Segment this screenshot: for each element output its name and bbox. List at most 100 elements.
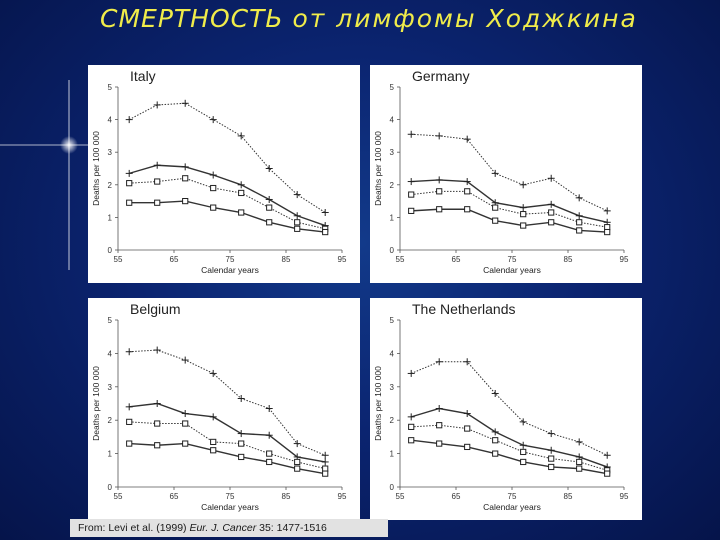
data-point-square	[154, 442, 161, 449]
source-suffix: 35: 1477-1516	[256, 522, 327, 534]
x-axis-label: Calendar years	[201, 265, 259, 275]
data-point-plus	[519, 418, 527, 426]
series-line	[411, 179, 608, 223]
y-axis-label: Deaths per 100 000	[373, 366, 383, 441]
data-point-square	[408, 437, 415, 444]
data-point-square	[294, 465, 301, 472]
data-point-square	[576, 227, 583, 234]
data-point-square	[576, 458, 583, 466]
data-point-square	[126, 440, 133, 447]
data-point-square	[604, 470, 611, 477]
data-point-square	[520, 211, 527, 218]
data-point-square	[210, 447, 217, 454]
data-point-square	[126, 180, 133, 187]
x-tick-label: 95	[620, 492, 629, 501]
y-tick-label: 1	[390, 213, 395, 222]
data-point-square	[492, 217, 499, 224]
data-point-plus	[209, 413, 217, 421]
data-point-square	[210, 204, 217, 211]
chart-title: The Netherlands	[412, 301, 516, 317]
data-point-plus	[547, 430, 555, 438]
x-tick-label: 65	[170, 255, 179, 264]
series-1	[407, 130, 611, 215]
series-3	[126, 175, 329, 232]
data-point-plus	[463, 135, 471, 143]
data-point-square	[464, 206, 471, 213]
series-line	[411, 208, 608, 233]
series-2	[407, 176, 611, 226]
y-tick-label: 2	[108, 416, 113, 425]
slide-title-part2: от лимфомы Ходжкина	[292, 4, 638, 33]
data-point-plus	[209, 116, 217, 124]
data-point-plus	[293, 191, 301, 199]
series-4	[126, 440, 329, 477]
y-tick-label: 4	[108, 349, 113, 358]
y-tick-label: 5	[108, 83, 113, 92]
data-point-plus	[153, 161, 161, 169]
series-line	[129, 349, 326, 456]
series-line	[129, 402, 326, 463]
slide-title-part1: СМЕРТНОСТЬ	[100, 4, 284, 33]
chart-panel-belgium: Belgium 0 1 2 3 4 5 55 65 75 85 95 Calendar years Dea…	[88, 298, 360, 520]
y-tick-label: 4	[108, 116, 113, 125]
data-point-square	[576, 465, 583, 472]
data-point-square	[126, 199, 133, 206]
data-point-plus	[435, 358, 443, 366]
y-tick-label: 5	[390, 83, 395, 92]
series-4	[408, 437, 611, 477]
data-point-square	[266, 458, 273, 466]
y-axis-label: Deaths per 100 000	[91, 366, 101, 441]
data-point-plus	[603, 451, 611, 459]
data-point-square	[436, 422, 443, 429]
data-point-plus	[407, 413, 415, 421]
data-point-plus	[237, 181, 245, 189]
data-point-square	[408, 207, 415, 214]
data-point-square	[548, 209, 555, 216]
slide-title: СМЕРТНОСТЬ от лимфомы Ходжкина	[100, 4, 700, 44]
data-point-plus	[407, 130, 415, 138]
data-point-square	[322, 465, 329, 472]
data-point-plus	[125, 169, 133, 177]
data-point-plus	[181, 410, 189, 418]
data-point-square	[238, 189, 245, 197]
data-point-plus	[237, 132, 245, 140]
chart-panel-netherlands: The Netherlands 0 1 2 3 4 5 55 65 75 85 95 Calendar …	[370, 298, 642, 520]
data-point-plus	[463, 178, 471, 186]
data-point-square	[436, 440, 443, 447]
data-point-square	[322, 228, 329, 236]
data-point-square	[238, 209, 245, 216]
y-tick-label: 0	[108, 483, 113, 492]
data-point-plus	[547, 174, 555, 182]
data-point-square	[294, 225, 301, 232]
data-point-plus	[125, 116, 133, 124]
data-point-square	[266, 204, 273, 211]
data-point-square	[548, 463, 555, 471]
data-point-plus	[209, 369, 217, 377]
series-line	[129, 421, 326, 470]
chart-title: Germany	[412, 68, 470, 84]
data-point-square	[520, 458, 527, 466]
data-point-plus	[237, 430, 245, 438]
data-point-square	[210, 184, 217, 192]
y-tick-label: 0	[390, 483, 395, 492]
y-tick-label: 2	[390, 181, 395, 190]
series-2	[125, 400, 329, 466]
data-point-plus	[491, 389, 499, 397]
series-1	[125, 99, 329, 217]
data-point-square	[154, 420, 161, 427]
data-point-square	[520, 222, 527, 229]
y-tick-label: 1	[390, 450, 395, 459]
data-point-square	[408, 191, 415, 198]
data-point-plus	[491, 428, 499, 436]
series-line	[129, 164, 326, 227]
data-point-plus	[265, 195, 273, 203]
data-point-plus	[519, 441, 527, 449]
data-point-plus	[575, 438, 583, 446]
chart-title: Belgium	[130, 301, 181, 317]
data-point-plus	[463, 410, 471, 418]
data-point-plus	[125, 403, 133, 411]
series-3	[408, 422, 611, 474]
x-tick-label: 95	[620, 255, 629, 264]
